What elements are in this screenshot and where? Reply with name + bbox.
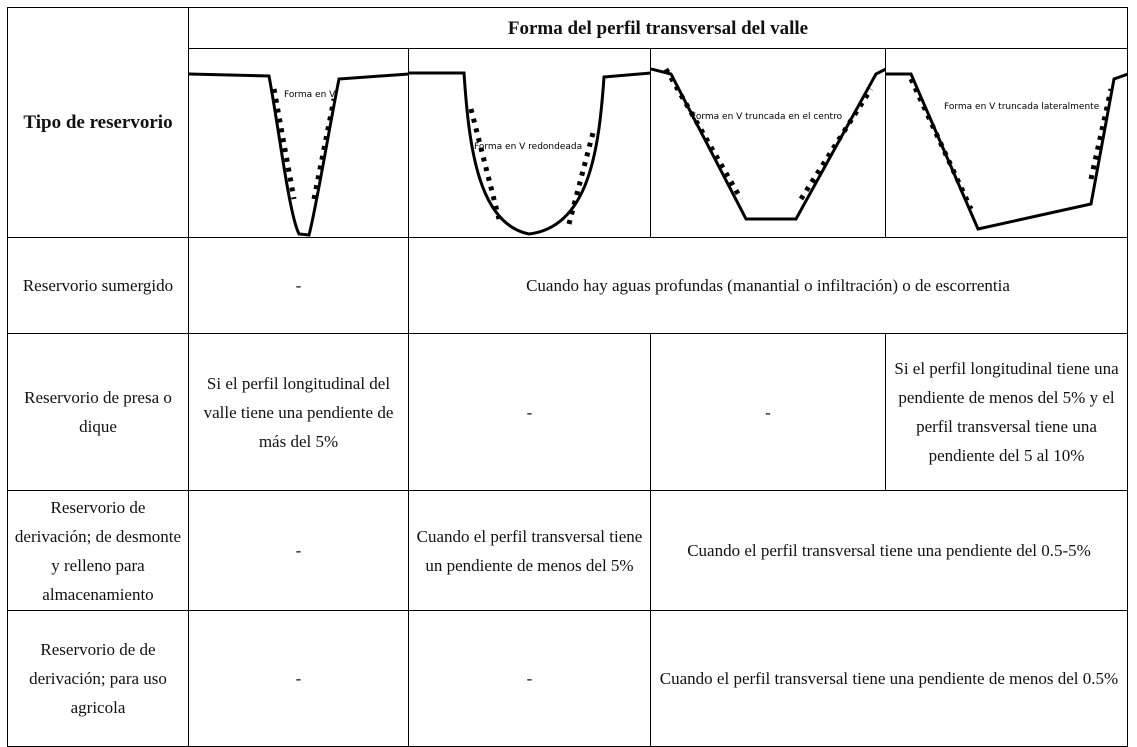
profile-cell: Forma en V truncada lateralmente: [886, 49, 1128, 238]
profile-label: Forma en V truncada lateralmente: [944, 102, 1100, 112]
profile-cell: Forma en V: [189, 49, 409, 238]
reservoir-table: Tipo de reservorio Forma del perfil tran…: [7, 7, 1128, 747]
cell: Si el perfil longitudinal del valle tien…: [189, 334, 409, 491]
page: Tipo de reservorio Forma del perfil tran…: [0, 0, 1137, 746]
valley-drawing: Forma en V: [189, 49, 409, 237]
profile-label: Forma en V: [284, 90, 336, 100]
cell: Cuando el perfil transversal tiene un pe…: [409, 491, 651, 611]
cell: -: [651, 334, 886, 491]
cell: -: [189, 238, 409, 334]
cell: -: [409, 334, 651, 491]
row-label: Reservorio de de derivación; para uso ag…: [8, 611, 189, 747]
cell: Cuando el perfil transversal tiene una p…: [651, 611, 1128, 747]
profile-label: Forma en V truncada en el centro: [691, 112, 843, 122]
row-header: Tipo de reservorio: [8, 8, 189, 238]
cell: Cuando el perfil transversal tiene una p…: [651, 491, 1128, 611]
table-title: Forma del perfil transversal del valle: [189, 8, 1128, 49]
cell: Si el perfil longitudinal tiene una pend…: [886, 334, 1128, 491]
row-label: Reservorio de presa o dique: [8, 334, 189, 491]
row-label: Reservorio de derivación; de desmonte y …: [8, 491, 189, 611]
row-label: Reservorio sumergido: [8, 238, 189, 334]
valley-drawing: Forma en V truncada en el centro: [651, 49, 886, 237]
profile-cell: Forma en V redondeada: [409, 49, 651, 238]
cell: Cuando hay aguas profundas (manantial o …: [409, 238, 1128, 334]
cell: -: [189, 491, 409, 611]
profile-cell: Forma en V truncada en el centro: [651, 49, 886, 238]
cell: -: [189, 611, 409, 747]
valley-drawing: Forma en V redondeada: [409, 49, 651, 237]
profile-label: Forma en V redondeada: [474, 142, 582, 152]
cell: -: [409, 611, 651, 747]
valley-drawing: Forma en V truncada lateralmente: [886, 49, 1128, 237]
